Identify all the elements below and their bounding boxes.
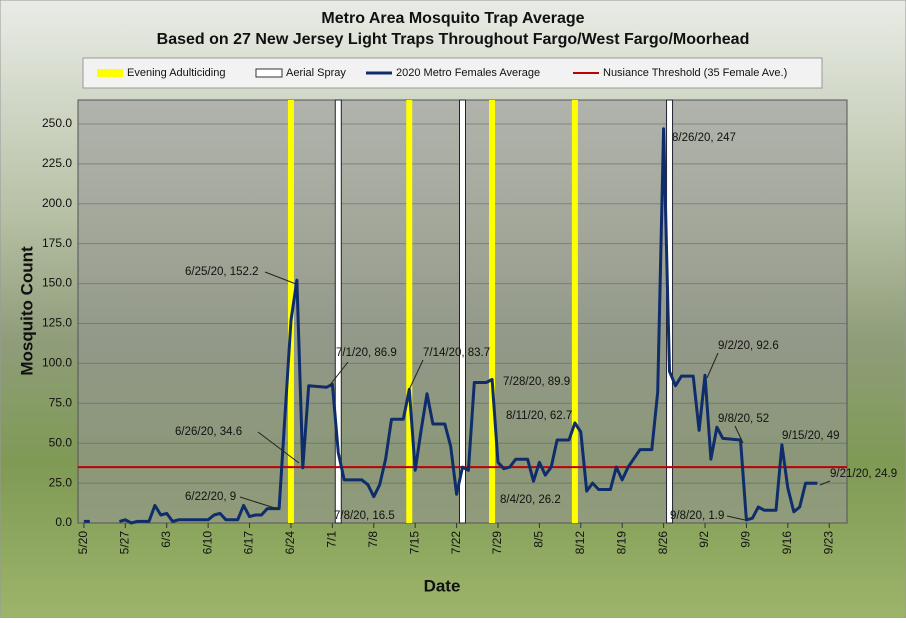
x-tick-label: 6/17 (242, 531, 256, 555)
annotation: 9/21/20, 24.9 (830, 468, 897, 480)
x-tick-label: 8/26 (656, 531, 670, 555)
annotation: 6/26/20, 34.6 (175, 426, 242, 438)
x-tick-label: 9/23 (821, 531, 835, 555)
annotation-leader (734, 425, 744, 444)
annotation-leader (257, 431, 300, 464)
x-axis-title: Date (424, 576, 461, 595)
adulticiding-band (406, 100, 413, 523)
y-tick-label: 100.0 (42, 356, 72, 370)
x-tick-label: 9/16 (780, 531, 794, 555)
x-tick-label: 8/12 (573, 531, 587, 555)
y-tick-label: 175.0 (42, 236, 72, 250)
annotation: 7/14/20, 83.7 (423, 347, 490, 359)
x-tick-label: 9/2 (697, 531, 711, 548)
x-tick-label: 9/9 (739, 531, 753, 548)
y-tick-label: 0.0 (55, 515, 72, 529)
annotation: 7/1/20, 86.9 (336, 347, 397, 359)
chart-title: Metro Area Mosquito Trap Average (321, 10, 584, 27)
annotation: 7/28/20, 89.9 (503, 376, 570, 388)
legend-label: Evening Adulticiding (127, 67, 225, 79)
annotation: 9/8/20, 1.9 (670, 510, 724, 522)
annotation-leader (329, 361, 349, 386)
legend-label: Nusiance Threshold (35 Female Ave.) (603, 67, 787, 79)
x-tick-label: 7/15 (407, 531, 421, 555)
y-tick-label: 25.0 (49, 475, 73, 489)
annotation-leader (819, 480, 831, 486)
aerial-spray-band (334, 99, 342, 524)
adulticiding-band (489, 100, 496, 523)
x-tick-label: 6/24 (283, 531, 297, 555)
x-tick-label: 5/27 (117, 531, 131, 555)
legend-swatch (255, 68, 283, 78)
x-tick-label: 7/8 (366, 531, 380, 548)
y-tick-label: 125.0 (42, 316, 72, 330)
legend-swatch (97, 69, 123, 77)
annotation: 9/8/20, 52 (718, 413, 769, 425)
y-tick-label: 250.0 (42, 116, 72, 130)
legend (82, 57, 823, 89)
x-tick-label: 6/10 (200, 531, 214, 555)
annotation-leader (239, 496, 279, 510)
legend-label: Aerial Spray (286, 67, 346, 79)
x-tick-label: 5/20 (76, 531, 90, 555)
annotation: 8/26/20, 247 (672, 132, 736, 144)
y-tick-label: 225.0 (42, 156, 72, 170)
annotation-leader (264, 271, 297, 285)
x-tick-label: 6/3 (159, 531, 173, 548)
y-tick-label: 150.0 (42, 276, 72, 290)
annotation: 6/22/20, 9 (185, 491, 236, 503)
annotation: 6/25/20, 152.2 (185, 266, 259, 278)
x-tick-label: 8/5 (532, 531, 546, 548)
annotation-leader (706, 352, 719, 379)
y-tick-label: 200.0 (42, 196, 72, 210)
x-tick-label: 7/29 (490, 531, 504, 555)
annotation-leader (726, 515, 746, 521)
x-tick-label: 7/22 (449, 531, 463, 555)
annotation: 8/4/20, 26.2 (500, 494, 561, 506)
legend-label: 2020 Metro Females Average (396, 67, 540, 79)
annotation-leader (407, 359, 424, 393)
x-tick-label: 8/19 (614, 531, 628, 555)
chart-subtitle: Based on 27 New Jersey Light Traps Throu… (157, 31, 750, 48)
adulticiding-band (571, 100, 578, 523)
aerial-spray-band (459, 99, 466, 524)
y-tick-label: 75.0 (49, 395, 73, 409)
y-tick-label: 50.0 (49, 435, 73, 449)
annotation: 9/15/20, 49 (782, 430, 840, 442)
annotation: 9/2/20, 92.6 (718, 340, 779, 352)
y-axis-title: Mosquito Count (17, 246, 36, 376)
series-line (83, 127, 818, 525)
annotation: 8/11/20, 62.7 (506, 410, 572, 422)
x-tick-label: 7/1 (325, 531, 339, 548)
annotation: 7/8/20, 16.5 (334, 510, 395, 522)
